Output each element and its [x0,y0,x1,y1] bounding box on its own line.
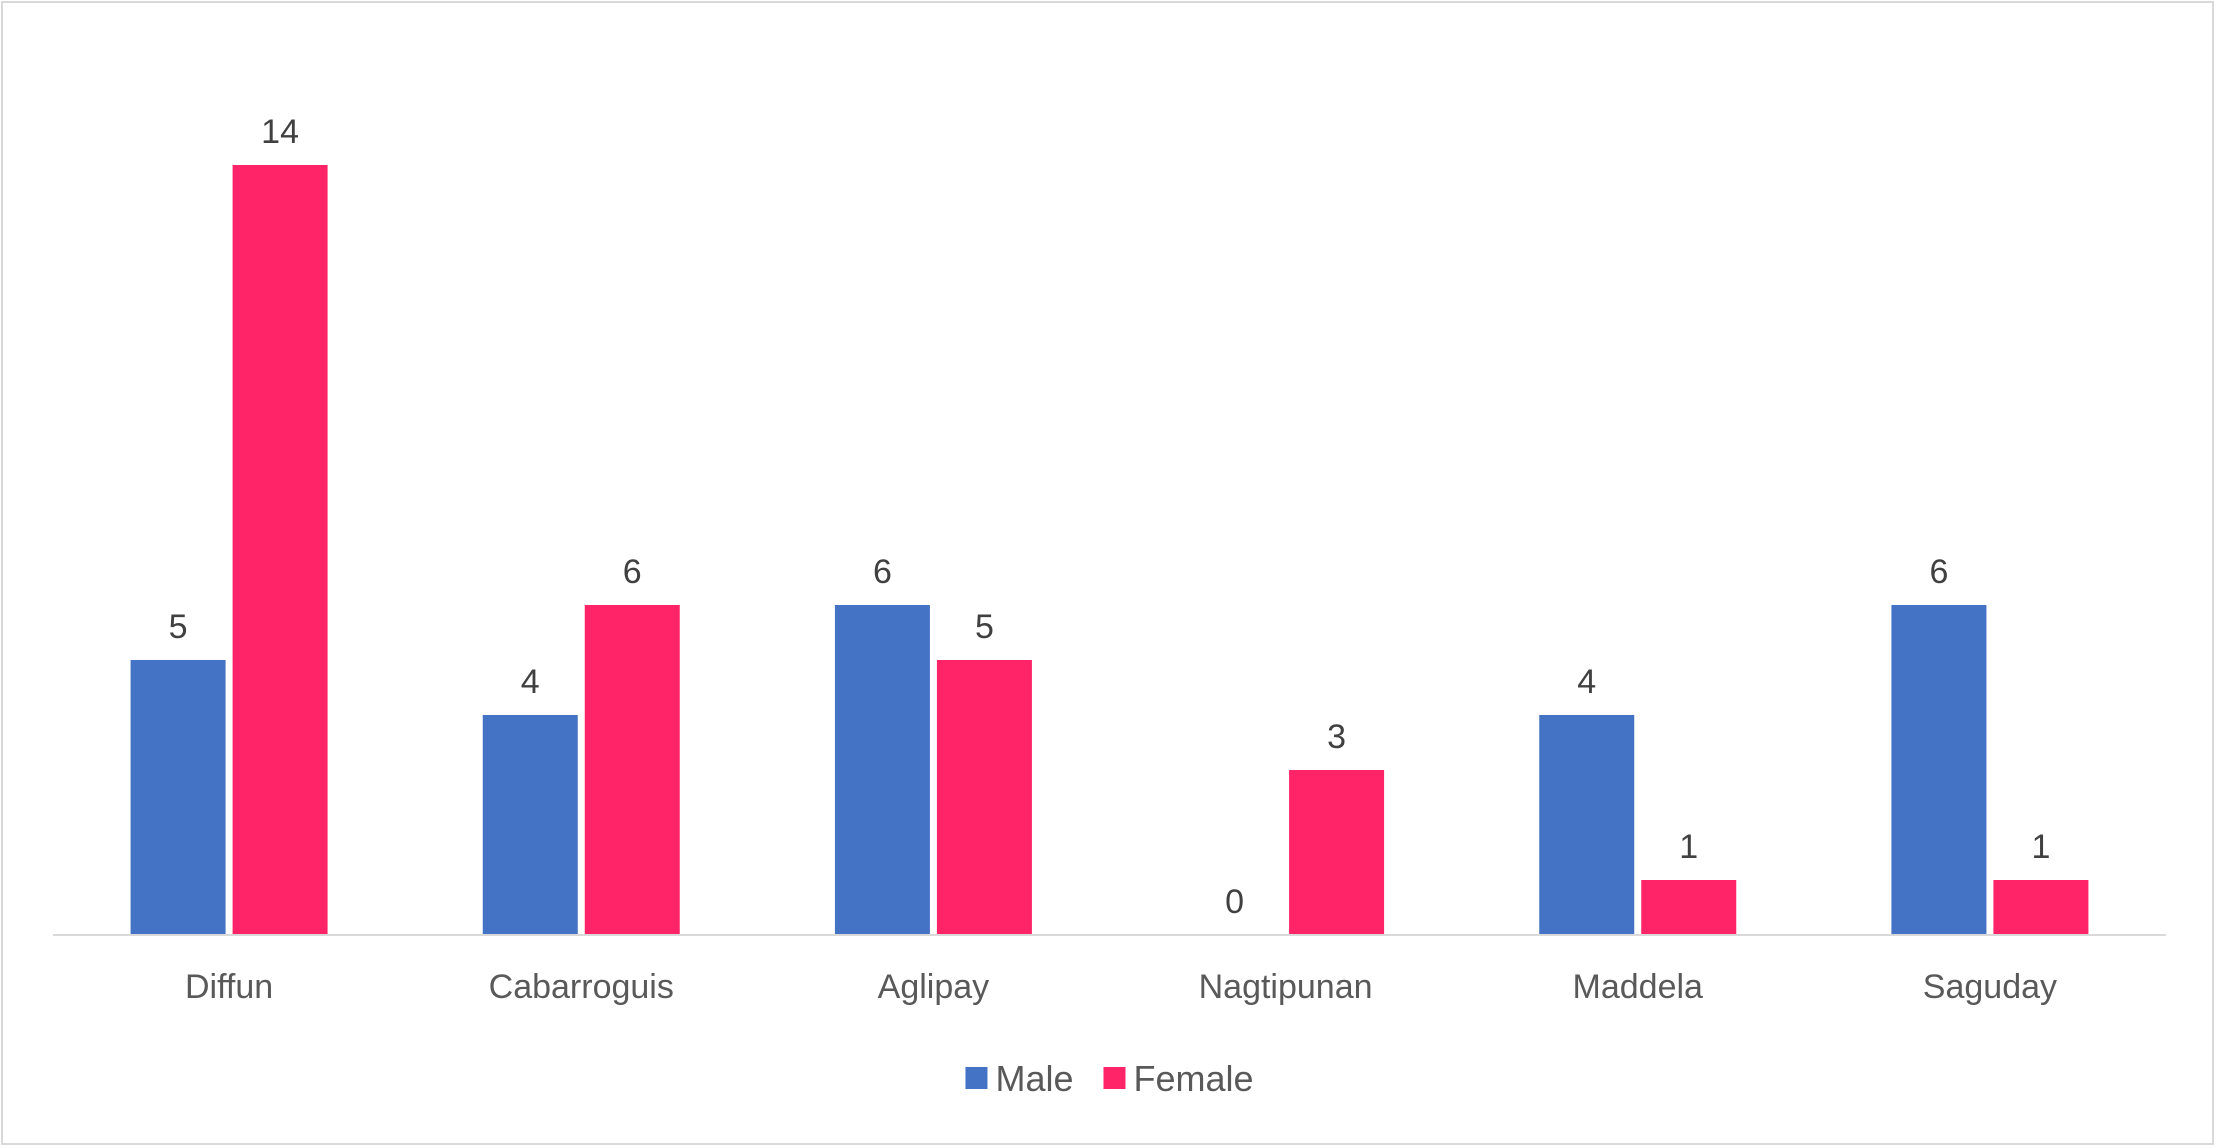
data-label-male-maddela: 4 [1577,663,1596,701]
legend-swatch-male [965,1067,988,1089]
category-label-saguday: Saguday [1923,968,2057,1006]
legend-item-female: Female [1103,1058,1254,1099]
category-label-diffun: Diffun [185,968,273,1006]
legend-label-male: Male [995,1058,1073,1099]
legend-label-female: Female [1133,1058,1253,1099]
legend: Male Female [965,1058,1254,1099]
category-label-nagtipunan: Nagtipunan [1199,968,1373,1006]
data-labels-layer: 5 14 4 6 6 5 0 3 4 1 6 1 [169,113,2051,921]
legend-swatch-female [1103,1067,1126,1089]
category-label-cabarroguis: Cabarroguis [489,968,674,1006]
data-label-male-cabarroguis: 4 [521,663,540,701]
data-label-male-saguday: 6 [1929,553,1948,591]
data-label-female-maddela: 1 [1679,828,1698,866]
bar-female-aglipay [936,660,1032,935]
bar-female-nagtipunan [1289,770,1385,935]
data-label-female-saguday: 1 [2031,828,2050,866]
bar-female-saguday [1993,880,2089,935]
data-label-male-aglipay: 6 [873,553,892,591]
legend-item-male: Male [965,1058,1073,1099]
bar-male-aglipay [834,605,930,935]
data-label-female-nagtipunan: 3 [1327,718,1346,756]
bar-female-cabarroguis [584,605,680,935]
bars-layer [130,165,2089,935]
data-label-female-cabarroguis: 6 [623,553,642,591]
bar-female-maddela [1641,880,1737,935]
category-label-maddela: Maddela [1573,968,1704,1006]
data-label-male-nagtipunan: 0 [1225,883,1244,921]
category-label-aglipay: Aglipay [878,968,990,1006]
data-label-female-diffun: 14 [261,113,299,151]
bar-male-saguday [1891,605,1987,935]
bar-male-diffun [130,660,226,935]
bar-male-maddela [1539,715,1635,935]
bar-female-diffun [232,165,328,935]
data-label-female-aglipay: 5 [975,608,994,646]
category-labels-layer: Diffun Cabarroguis Aglipay Nagtipunan Maddel… [185,968,2057,1006]
bar-male-cabarroguis [482,715,578,935]
data-label-male-diffun: 5 [169,608,188,646]
